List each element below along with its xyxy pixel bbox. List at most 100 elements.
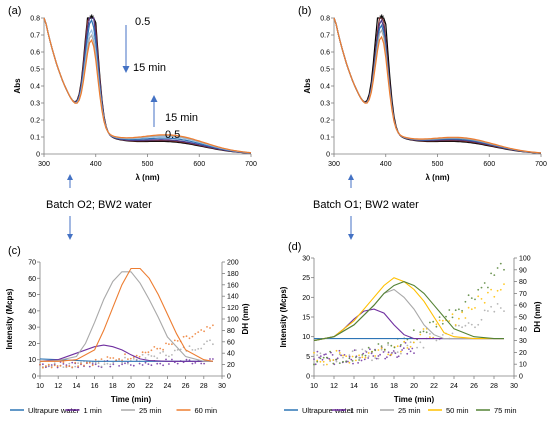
dh-point xyxy=(200,347,203,350)
legend-label: 75 min xyxy=(494,406,517,415)
x-axis-title: Time (min) xyxy=(394,395,435,404)
dh-point xyxy=(483,301,486,304)
y-tick-label: 0.5 xyxy=(320,67,330,74)
dh-point xyxy=(159,362,162,365)
dh-point xyxy=(338,352,341,354)
dh-point xyxy=(393,351,396,354)
dh-point xyxy=(374,355,377,357)
dh-point xyxy=(345,355,348,358)
batch-label-group: Batch O2; BW2 water xyxy=(46,174,152,240)
x-tick-label: 26 xyxy=(470,383,478,390)
y2-tick-label: 20 xyxy=(227,362,235,369)
spectrum-line xyxy=(333,17,542,154)
dh-point xyxy=(336,357,339,360)
intensity-line xyxy=(39,271,213,362)
dh-point xyxy=(403,340,406,343)
dh-point xyxy=(322,356,325,359)
dh-point xyxy=(168,355,170,358)
dh-point xyxy=(182,335,185,338)
dh-point xyxy=(367,346,370,349)
x-tick-label: 12 xyxy=(54,383,62,390)
dh-point xyxy=(396,351,399,353)
dh-point xyxy=(127,358,129,360)
dh-point xyxy=(100,358,103,360)
x-tick-label: 700 xyxy=(245,161,257,168)
dh-point xyxy=(168,363,170,365)
dh-point xyxy=(97,362,100,365)
dh-point xyxy=(454,324,457,326)
y2-tick-label: 70 xyxy=(519,291,527,298)
dh-point xyxy=(363,358,366,361)
dh-point xyxy=(503,310,505,312)
dh-point xyxy=(153,346,156,348)
dh-point xyxy=(165,354,167,357)
y2-tick-label: 20 xyxy=(519,350,527,357)
dh-point xyxy=(377,343,380,345)
dh-point xyxy=(458,308,460,311)
x-tick-label: 22 xyxy=(145,383,153,390)
dh-point xyxy=(132,364,135,367)
y-tick-label: 0.7 xyxy=(30,33,40,40)
dh-point xyxy=(496,267,499,269)
dh-point xyxy=(474,307,476,309)
dh-point xyxy=(401,349,403,351)
x-tick-label: 24 xyxy=(164,383,172,390)
dh-point xyxy=(451,332,454,335)
x-tick-label: 30 xyxy=(218,383,226,390)
dh-point xyxy=(438,319,441,322)
dh-point xyxy=(480,318,483,321)
dh-point xyxy=(355,349,357,351)
dh-point xyxy=(383,350,386,352)
dh-point xyxy=(188,359,191,362)
spectrum-line xyxy=(43,17,252,154)
dh-point xyxy=(135,354,138,357)
dh-point xyxy=(400,352,402,355)
dh-point xyxy=(435,325,438,328)
dh-point xyxy=(396,345,399,348)
dh-point xyxy=(360,359,363,362)
dh-point xyxy=(342,356,344,359)
dh-point xyxy=(124,353,126,356)
dh-point xyxy=(470,323,473,326)
x-tick-label: 400 xyxy=(90,161,102,168)
dh-point xyxy=(200,362,203,365)
dh-point xyxy=(168,343,170,345)
dh-point xyxy=(370,352,373,355)
dh-point xyxy=(490,288,492,291)
y-tick-label: 0.2 xyxy=(30,118,40,125)
y-tick-label: 70 xyxy=(28,260,36,267)
x-tick-label: 10 xyxy=(36,383,44,390)
dh-point xyxy=(194,349,197,351)
dh-point xyxy=(369,348,371,351)
x-axis-title: λ (nm) xyxy=(136,173,160,182)
dh-point xyxy=(409,341,412,344)
dh-point xyxy=(493,274,496,276)
dh-point xyxy=(62,366,65,368)
dh-point xyxy=(115,359,118,361)
y-tick-label: 30 xyxy=(28,325,36,332)
dh-point xyxy=(499,307,502,309)
dh-point xyxy=(106,362,109,365)
dh-point xyxy=(176,340,179,342)
dh-point xyxy=(343,354,346,356)
y2-tick-label: 140 xyxy=(227,294,239,301)
dh-point xyxy=(162,364,165,367)
dh-point xyxy=(348,354,351,357)
panel-label: (c) xyxy=(8,245,21,257)
dh-point xyxy=(127,361,129,364)
y-tick-label: 0.5 xyxy=(30,67,40,74)
down-arrow-head xyxy=(348,234,354,240)
dh-point xyxy=(165,358,167,361)
panel-b: 300 400 500 600 700 0 0.1 0.2 0.3 0.4 0.5 0.6 0.7 0.8… xyxy=(298,5,547,182)
dh-point xyxy=(362,352,365,355)
dh-point xyxy=(377,355,380,357)
dh-point xyxy=(100,365,103,368)
x-tick-label: 700 xyxy=(535,161,547,168)
dh-point xyxy=(206,326,208,328)
dh-point xyxy=(65,364,68,366)
dh-point xyxy=(50,366,53,369)
dh-point xyxy=(121,361,123,364)
x-tick-label: 28 xyxy=(200,383,208,390)
x-tick-label: 500 xyxy=(142,161,154,168)
